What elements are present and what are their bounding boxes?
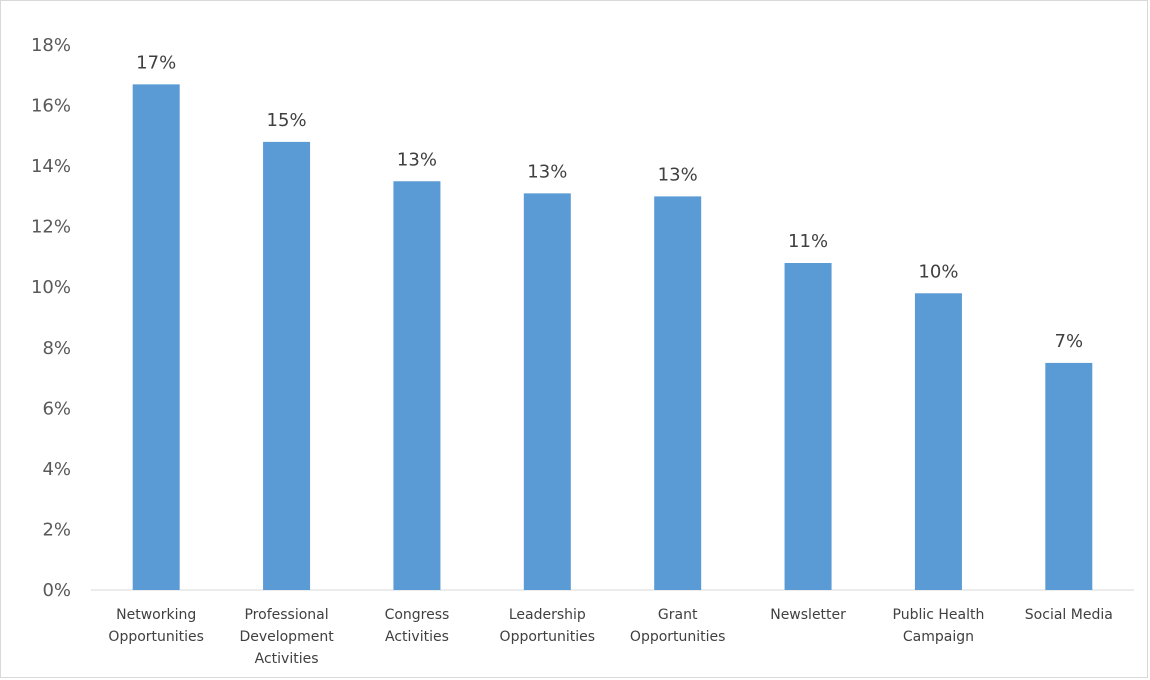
y-tick-label: 6% — [42, 398, 71, 419]
bar-data-label: 13% — [527, 161, 567, 182]
x-category-label: Congress Activities — [385, 607, 450, 645]
bar-data-label: 10% — [918, 261, 958, 282]
bar-data-label: 17% — [136, 52, 176, 73]
category-labels-group: Networking Opportunities Professional Devel… — [108, 607, 1112, 667]
bar — [654, 196, 702, 590]
bar-data-label: 7% — [1055, 331, 1084, 352]
y-axis-tick-labels: 0% 2% 4% 6% 8% 10% 12% 14% 16% 18% — [31, 35, 71, 601]
y-tick-label: 14% — [31, 156, 71, 177]
bar-data-label: 11% — [788, 231, 828, 252]
y-tick-label: 8% — [42, 338, 71, 359]
bar — [1045, 362, 1093, 590]
x-category-label-line: Social Media — [1025, 607, 1113, 623]
bar-data-label: 15% — [267, 110, 307, 131]
bar — [132, 84, 180, 590]
x-category-label-line: Opportunities — [500, 629, 596, 645]
bar — [263, 141, 311, 590]
x-category-label: Grant Opportunities — [630, 607, 726, 645]
x-category-label-line: Campaign — [903, 629, 974, 645]
x-category-label-line: Public Health — [893, 607, 985, 623]
x-category-label: Social Media — [1025, 607, 1113, 623]
x-category-label-line: Congress — [385, 607, 450, 623]
x-category-label: Networking Opportunities — [108, 607, 204, 645]
bar-data-label: 13% — [658, 164, 698, 185]
x-category-label: Public Health Campaign — [893, 607, 985, 645]
x-category-label-line: Activities — [255, 651, 319, 667]
y-tick-label: 16% — [31, 96, 71, 117]
y-tick-label: 12% — [31, 217, 71, 238]
y-tick-label: 2% — [42, 519, 71, 540]
x-category-label-line: Opportunities — [108, 629, 204, 645]
bar — [523, 193, 571, 590]
y-tick-label: 10% — [31, 277, 71, 298]
y-tick-label: 4% — [42, 459, 71, 480]
bars-group — [132, 84, 1093, 590]
bar — [914, 293, 962, 590]
x-category-label: Leadership Opportunities — [500, 607, 596, 645]
bar-data-label: 13% — [397, 149, 437, 170]
x-category-label-line: Leadership — [509, 607, 586, 623]
y-tick-label: 0% — [42, 580, 71, 601]
x-category-label: Newsletter — [770, 607, 846, 623]
x-category-label-line: Opportunities — [630, 629, 726, 645]
y-tick-label: 18% — [31, 35, 71, 56]
x-category-label-line: Professional — [244, 607, 328, 623]
x-category-label: Professional Development Activities — [239, 607, 334, 667]
x-category-label-line: Newsletter — [770, 607, 846, 623]
x-category-label-line: Grant — [658, 607, 698, 623]
x-category-label-line: Activities — [385, 629, 449, 645]
x-category-label-line: Development — [239, 629, 334, 645]
bar — [784, 263, 832, 590]
data-labels-group: 17% 15% 13% 13% 13% 11% 10% 7% — [136, 52, 1083, 352]
bar — [393, 181, 441, 590]
x-category-label-line: Networking — [116, 607, 196, 623]
